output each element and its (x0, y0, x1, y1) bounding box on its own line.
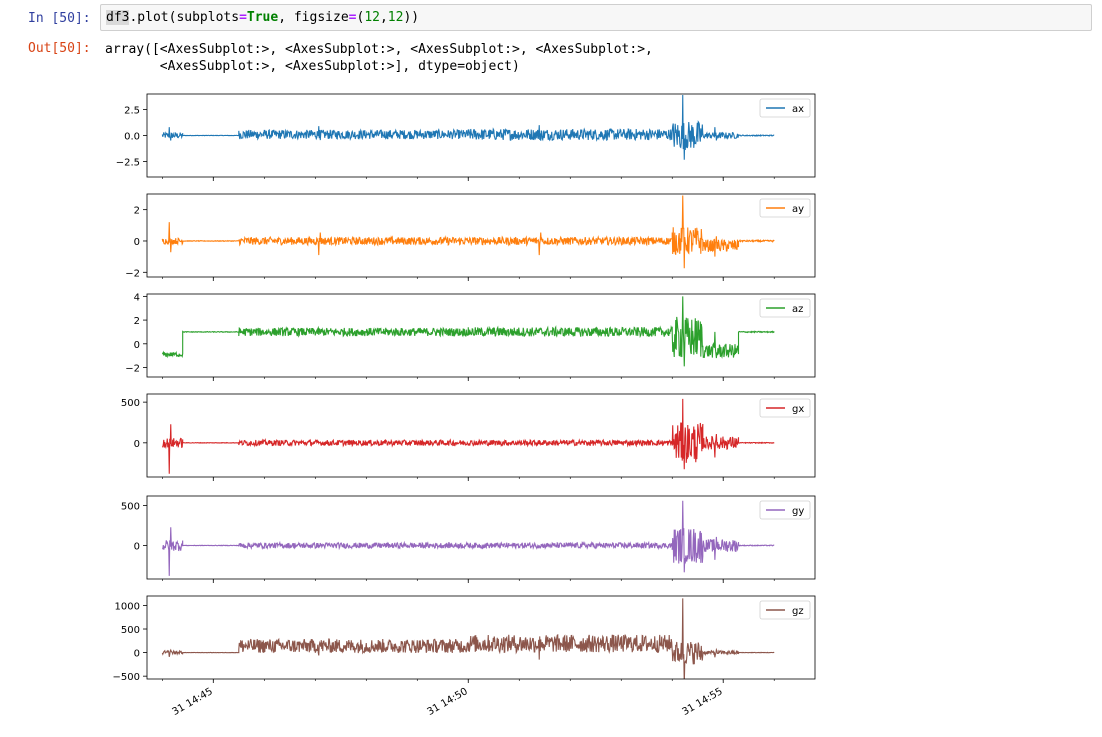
y-tick-label: 2.5 (124, 106, 140, 117)
output-line: <AxesSubplot:>, <AxesSubplot:>], dtype=o… (105, 59, 520, 74)
output-line: array([<AxesSubplot:>, <AxesSubplot:>, <… (105, 42, 653, 57)
axes-frame (146, 293, 816, 378)
series-line-ax (161, 95, 775, 160)
y-tick-label: 0 (134, 439, 140, 450)
y-tick-label: −2 (125, 364, 140, 375)
output-prompt: Out[50]: (28, 41, 91, 56)
axes-frame (146, 495, 816, 580)
code-keyword: True (246, 10, 279, 25)
legend-label-az: az (792, 304, 803, 315)
series-line-az (161, 296, 775, 367)
series-line-gx (161, 398, 775, 474)
code-method: .plot(subplots (129, 10, 240, 25)
input-prompt: In [50]: (28, 11, 91, 26)
y-tick-label: 0 (134, 340, 140, 351)
y-tick-label: −2.5 (116, 157, 140, 168)
code-number: 12 (364, 10, 380, 25)
legend-label-gx: gx (792, 404, 804, 415)
subplot-az: 4 2 0 −2 az (125, 292, 816, 381)
y-tick-label: 500 (121, 625, 140, 636)
x-tick-label: 31 14:45 (171, 686, 215, 718)
legend-label-ax: ax (792, 104, 804, 115)
subplot-gz: 1000 500 0 −500 gz (113, 595, 816, 683)
y-tick-label: 0 (134, 237, 140, 248)
y-tick-label: 0.0 (124, 132, 140, 143)
y-tick-label: 500 (121, 502, 140, 513)
y-tick-label: 0 (134, 541, 140, 552)
y-tick-label: 2 (134, 206, 140, 217)
code-operator: = (348, 10, 357, 25)
code-cell-input[interactable]: df3.plot(subplots=True, figsize=(12,12)) (100, 4, 1092, 31)
y-tick-label: 1000 (115, 601, 140, 612)
axes-frame (146, 393, 816, 478)
code-object: df3 (106, 10, 130, 25)
subplot-ay: 2 0 −2 ay (125, 193, 816, 281)
code-paren: ( (356, 10, 365, 25)
subplot-ax: 2.5 0.0 −2.5 ax (116, 93, 816, 181)
code-text[interactable]: df3.plot(subplots=True, figsize=(12,12)) (106, 10, 419, 25)
code-operator: = (239, 10, 247, 25)
legend-label-gz: gz (792, 606, 804, 617)
y-tick-label: −500 (113, 672, 140, 683)
x-tick-label: 31 14:55 (680, 686, 724, 718)
subplot-gy: 500 0 gy (121, 495, 816, 583)
x-tick-label: 31 14:50 (426, 686, 470, 718)
y-tick-label: 500 (121, 398, 140, 409)
output-text: array([<AxesSubplot:>, <AxesSubplot:>, <… (105, 41, 653, 75)
legend-label-gy: gy (792, 506, 804, 517)
series-line-gz (161, 598, 775, 679)
y-tick-label: 0 (134, 649, 140, 660)
y-tick-label: 4 (134, 292, 140, 303)
subplots-figure: 2.5 0.0 −2.5 ax 2 0 −2 ay 4 2 0 −2 az 500 0 gx 500 0 gy 100… (113, 93, 816, 718)
code-arg: , figsize (278, 10, 349, 25)
code-number: 12 (387, 10, 404, 25)
code-paren: )) (403, 10, 420, 25)
legend-label-ay: ay (792, 204, 804, 215)
subplot-gx: 500 0 gx (121, 393, 816, 481)
series-line-gy (161, 500, 775, 576)
code-comma: , (379, 10, 388, 25)
y-tick-label: −2 (125, 268, 140, 279)
axes-frame (146, 193, 816, 278)
series-line-ay (161, 195, 775, 269)
axes-frame (146, 595, 816, 680)
y-tick-label: 2 (134, 316, 140, 327)
